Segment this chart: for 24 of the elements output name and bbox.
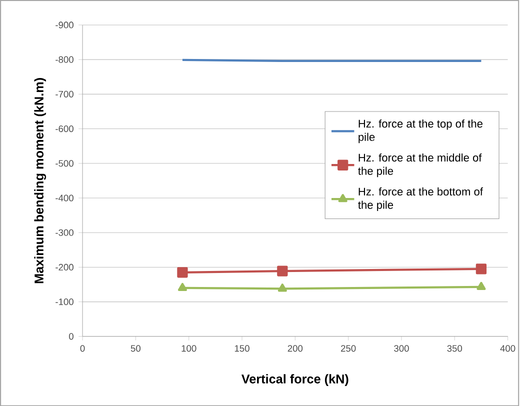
y-tick-label: -300 [56,229,74,236]
x-tick-label: 400 [500,344,516,352]
x-tick-label: 250 [341,344,356,352]
x-tick-label: 300 [394,344,409,352]
y-tick-label: 0 [69,332,74,340]
y-tick-label: -200 [56,264,74,270]
legend-label: Hz. force at the bottom of the pile [358,187,483,211]
y-tick-label: -800 [56,56,74,63]
x-tick-label: 350 [447,344,462,352]
x-tick-label: 50 [130,344,141,352]
x-tick-label: 0 [80,344,85,352]
x-tick-label: 150 [234,344,250,352]
y-tick-label: -100 [56,298,74,305]
y-tick-label: -900 [56,22,74,28]
y-tick-label: -500 [56,160,74,167]
y-axis-title: Maximum bending moment (kN.m) [34,78,46,283]
y-tick-label: -400 [56,194,74,202]
x-axis-title: Vertical force (kN) [241,374,348,386]
legend-label: Hz. force at the middle of the pile [358,153,482,177]
y-tick-label: -700 [56,90,74,98]
y-tick-label: -600 [56,125,74,132]
x-tick-label: 200 [288,344,303,352]
legend-label: Hz. force at the top of the pile [358,119,482,143]
x-tick-label: 100 [182,344,196,352]
